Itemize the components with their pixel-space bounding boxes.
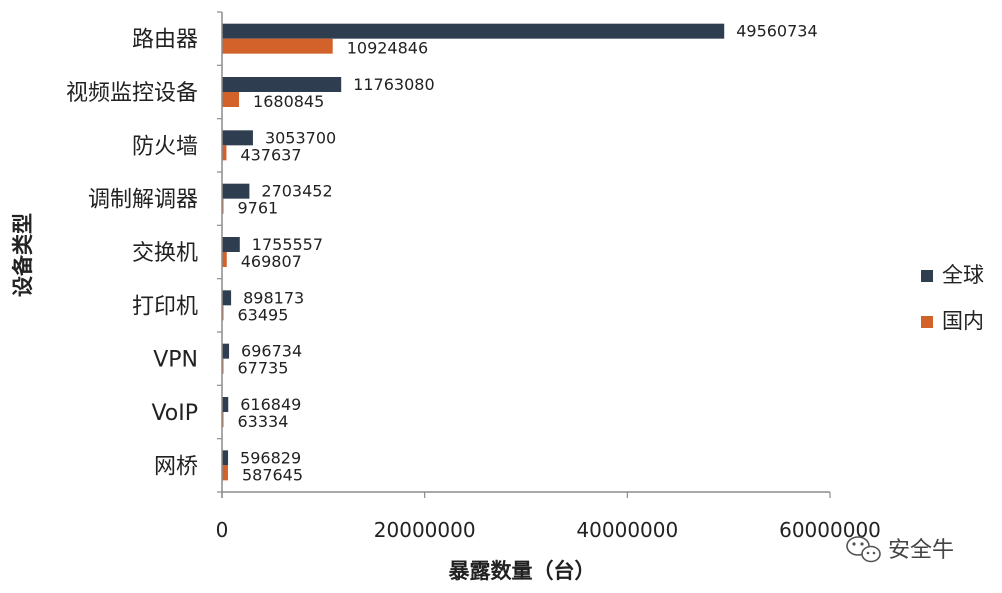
bar-global [222, 23, 725, 39]
y-axis-label: 设备类型 [11, 213, 35, 297]
data-label: 1755557 [252, 235, 323, 254]
category-label: 路由器 [132, 28, 198, 53]
data-label: 587645 [242, 465, 303, 484]
data-label: 469807 [241, 252, 302, 271]
legend-label: 全球 [942, 263, 984, 287]
legend-label: 国内 [942, 309, 984, 333]
bar-domestic [222, 92, 240, 107]
category-label: 调制解调器 [88, 188, 198, 213]
data-label: 1680845 [253, 92, 324, 111]
bar-global [222, 290, 232, 306]
bar-global [222, 237, 240, 252]
data-label: 63495 [238, 305, 289, 324]
data-label: 2703452 [261, 182, 332, 201]
category-label: 视频监控设备 [66, 81, 198, 106]
bar-domestic [222, 252, 227, 267]
bar-global [222, 77, 342, 92]
category-label: 交换机 [132, 241, 198, 266]
watermark-text: 安全牛 [888, 538, 954, 563]
data-label: 10924846 [347, 39, 428, 58]
data-label: 9761 [238, 199, 279, 218]
wechat-icon [846, 536, 881, 563]
data-label: 696734 [241, 342, 302, 361]
data-label: 437637 [240, 145, 301, 164]
bar-global [222, 183, 250, 199]
x-tick-label: 60000000 [779, 518, 881, 542]
data-label: 49560734 [736, 22, 817, 41]
bar-domestic [222, 38, 333, 54]
bar-domestic [222, 465, 228, 481]
category-label: VPN [153, 348, 198, 373]
bar-global [222, 130, 253, 146]
data-label: 3053700 [265, 128, 336, 147]
category-label: VoIP [151, 401, 198, 426]
legend-swatch [921, 316, 933, 328]
bar-global [222, 397, 229, 412]
x-tick-label: 20000000 [374, 518, 476, 542]
category-label: 打印机 [132, 294, 198, 319]
bar-domestic [222, 145, 227, 161]
data-label: 11763080 [353, 75, 434, 94]
data-label: 67735 [238, 359, 289, 378]
x-tick-label: 0 [216, 518, 229, 542]
bar-global [222, 450, 229, 466]
x-tick-label: 40000000 [576, 518, 678, 542]
legend-swatch [921, 270, 933, 282]
y-axis-title: 设备类型 [11, 213, 35, 297]
data-label: 63334 [238, 412, 289, 431]
data-label: 596829 [240, 448, 301, 467]
watermark: 安全牛 [846, 536, 954, 563]
data-label: 616849 [240, 395, 301, 414]
bar-global [222, 343, 230, 359]
data-label: 898173 [243, 288, 304, 307]
category-label: 网桥 [154, 454, 198, 479]
x-axis-label: 暴露数量（台） [449, 559, 596, 583]
category-label: 防火墙 [132, 134, 198, 159]
